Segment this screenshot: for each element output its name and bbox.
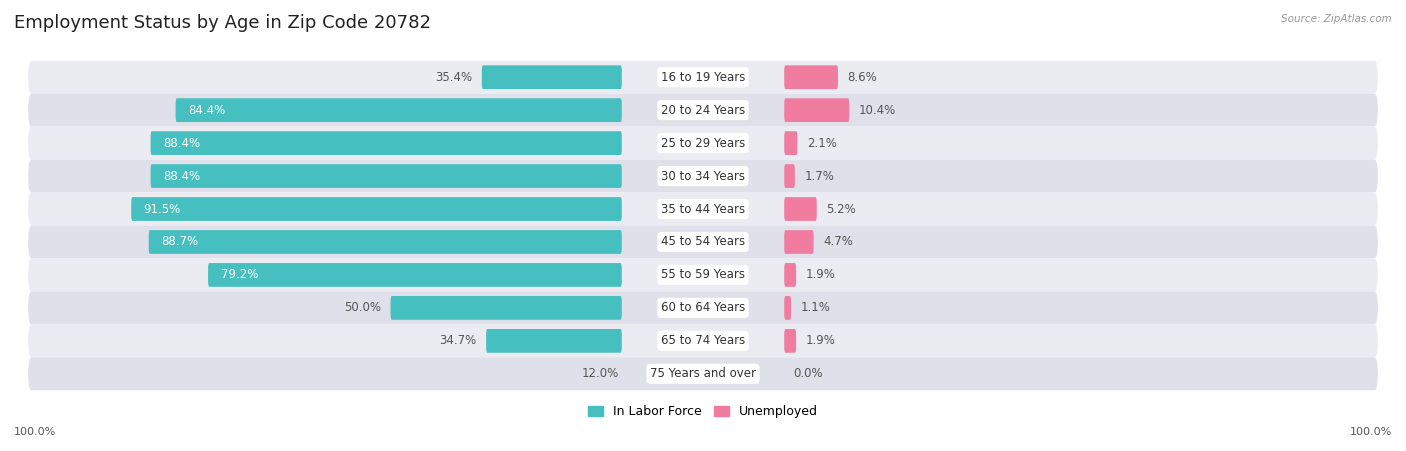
Text: 50.0%: 50.0% bbox=[344, 301, 381, 314]
Text: 35.4%: 35.4% bbox=[436, 71, 472, 84]
FancyBboxPatch shape bbox=[785, 131, 797, 155]
Text: 34.7%: 34.7% bbox=[440, 334, 477, 347]
FancyBboxPatch shape bbox=[28, 324, 1378, 357]
FancyBboxPatch shape bbox=[28, 94, 1378, 127]
Text: 88.4%: 88.4% bbox=[163, 137, 200, 150]
Text: 75 Years and over: 75 Years and over bbox=[650, 367, 756, 380]
Text: 45 to 54 Years: 45 to 54 Years bbox=[661, 235, 745, 249]
FancyBboxPatch shape bbox=[150, 164, 621, 188]
FancyBboxPatch shape bbox=[785, 263, 796, 287]
FancyBboxPatch shape bbox=[785, 230, 814, 254]
Text: 79.2%: 79.2% bbox=[221, 268, 257, 281]
Text: 5.2%: 5.2% bbox=[827, 202, 856, 216]
Text: 84.4%: 84.4% bbox=[188, 104, 225, 117]
Text: 65 to 74 Years: 65 to 74 Years bbox=[661, 334, 745, 347]
FancyBboxPatch shape bbox=[28, 291, 1378, 324]
Text: 88.4%: 88.4% bbox=[163, 170, 200, 183]
FancyBboxPatch shape bbox=[131, 197, 621, 221]
FancyBboxPatch shape bbox=[28, 61, 1378, 94]
FancyBboxPatch shape bbox=[150, 131, 621, 155]
Text: 2.1%: 2.1% bbox=[807, 137, 837, 150]
FancyBboxPatch shape bbox=[28, 160, 1378, 193]
Text: 91.5%: 91.5% bbox=[143, 202, 181, 216]
FancyBboxPatch shape bbox=[785, 296, 792, 320]
FancyBboxPatch shape bbox=[28, 226, 1378, 258]
FancyBboxPatch shape bbox=[28, 258, 1378, 291]
Text: 100.0%: 100.0% bbox=[14, 428, 56, 437]
FancyBboxPatch shape bbox=[28, 127, 1378, 160]
FancyBboxPatch shape bbox=[28, 193, 1378, 226]
Text: 100.0%: 100.0% bbox=[1350, 428, 1392, 437]
FancyBboxPatch shape bbox=[482, 65, 621, 89]
FancyBboxPatch shape bbox=[391, 296, 621, 320]
FancyBboxPatch shape bbox=[785, 98, 849, 122]
FancyBboxPatch shape bbox=[208, 263, 621, 287]
Text: 0.0%: 0.0% bbox=[793, 367, 824, 380]
Legend: In Labor Force, Unemployed: In Labor Force, Unemployed bbox=[588, 405, 818, 418]
Text: 20 to 24 Years: 20 to 24 Years bbox=[661, 104, 745, 117]
Text: 1.9%: 1.9% bbox=[806, 334, 835, 347]
Text: 25 to 29 Years: 25 to 29 Years bbox=[661, 137, 745, 150]
Text: Employment Status by Age in Zip Code 20782: Employment Status by Age in Zip Code 207… bbox=[14, 14, 432, 32]
Text: 60 to 64 Years: 60 to 64 Years bbox=[661, 301, 745, 314]
FancyBboxPatch shape bbox=[28, 357, 1378, 390]
Text: 12.0%: 12.0% bbox=[582, 367, 619, 380]
Text: 10.4%: 10.4% bbox=[859, 104, 896, 117]
FancyBboxPatch shape bbox=[176, 98, 621, 122]
Text: 4.7%: 4.7% bbox=[823, 235, 853, 249]
FancyBboxPatch shape bbox=[149, 230, 621, 254]
FancyBboxPatch shape bbox=[785, 197, 817, 221]
FancyBboxPatch shape bbox=[486, 329, 621, 353]
Text: 1.9%: 1.9% bbox=[806, 268, 835, 281]
Text: 35 to 44 Years: 35 to 44 Years bbox=[661, 202, 745, 216]
Text: 88.7%: 88.7% bbox=[162, 235, 198, 249]
Text: 16 to 19 Years: 16 to 19 Years bbox=[661, 71, 745, 84]
Text: 8.6%: 8.6% bbox=[848, 71, 877, 84]
Text: 1.1%: 1.1% bbox=[800, 301, 831, 314]
FancyBboxPatch shape bbox=[785, 164, 794, 188]
Text: 30 to 34 Years: 30 to 34 Years bbox=[661, 170, 745, 183]
FancyBboxPatch shape bbox=[785, 65, 838, 89]
Text: Source: ZipAtlas.com: Source: ZipAtlas.com bbox=[1281, 14, 1392, 23]
FancyBboxPatch shape bbox=[785, 329, 796, 353]
Text: 55 to 59 Years: 55 to 59 Years bbox=[661, 268, 745, 281]
Text: 1.7%: 1.7% bbox=[804, 170, 834, 183]
